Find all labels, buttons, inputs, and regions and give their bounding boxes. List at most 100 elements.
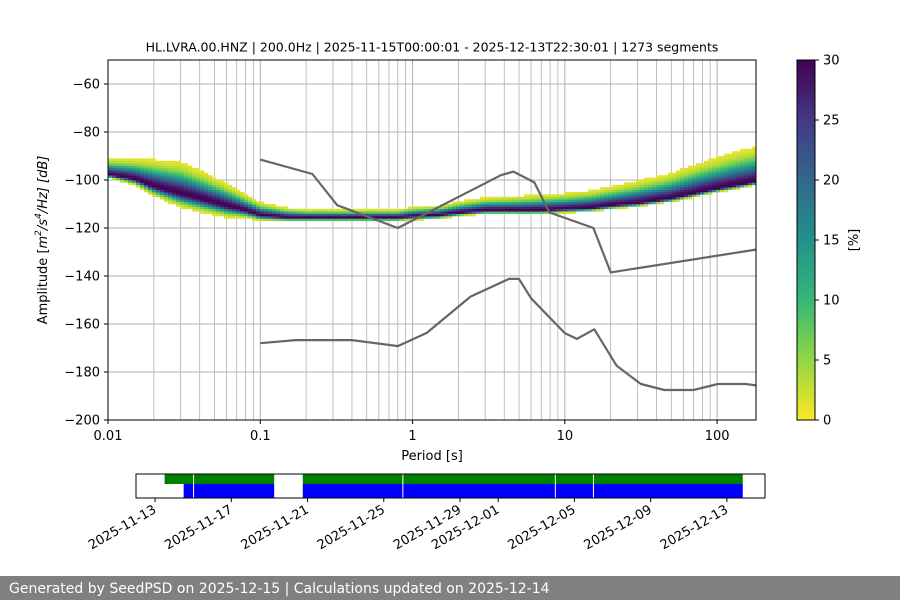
- density-cell: [172, 170, 177, 174]
- density-cell: [596, 192, 601, 195]
- density-cell: [740, 177, 745, 181]
- density-cell: [204, 180, 209, 183]
- density-cell: [488, 208, 493, 212]
- density-cell: [696, 194, 701, 198]
- density-cell: [536, 196, 541, 200]
- density-cell: [688, 168, 693, 171]
- density-cell: [228, 196, 233, 200]
- density-cell: [248, 206, 253, 210]
- density-cell: [368, 208, 373, 212]
- colorbar-tick-label: 25: [823, 114, 840, 129]
- density-cell: [744, 163, 749, 166]
- density-cell: [680, 180, 685, 183]
- density-cell: [228, 184, 233, 188]
- density-cell: [184, 184, 189, 188]
- density-cell: [200, 182, 205, 186]
- density-cell: [180, 170, 185, 174]
- density-cell: [228, 204, 233, 207]
- density-cell: [432, 213, 437, 217]
- density-cell: [312, 216, 317, 219]
- density-cell: [520, 201, 525, 205]
- density-cell: [644, 201, 649, 205]
- density-cell: [752, 168, 756, 171]
- density-cell: [176, 168, 181, 171]
- density-cell: [480, 206, 485, 210]
- density-cell: [552, 204, 557, 207]
- density-cell: [128, 172, 133, 176]
- density-cell: [112, 175, 117, 178]
- density-cell: [180, 184, 185, 188]
- density-cell: [632, 189, 637, 193]
- density-cell: [516, 208, 521, 212]
- density-cell: [696, 175, 701, 178]
- density-cell: [748, 180, 753, 183]
- density-cell: [744, 151, 749, 154]
- density-cell: [740, 170, 745, 174]
- density-cell: [172, 160, 177, 164]
- density-cell: [584, 196, 589, 200]
- density-cell: [284, 206, 289, 210]
- density-cell: [288, 218, 293, 222]
- density-cell: [208, 206, 213, 210]
- density-cell: [624, 199, 629, 202]
- density-cell: [168, 170, 173, 174]
- density-cell: [124, 180, 129, 183]
- density-cell: [708, 160, 713, 164]
- density-cell: [492, 201, 497, 205]
- density-cell: [156, 170, 161, 174]
- density-cell: [716, 175, 721, 178]
- density-cell: [612, 204, 617, 207]
- density-cell: [556, 201, 561, 205]
- density-cell: [640, 201, 645, 205]
- density-cell: [640, 184, 645, 188]
- density-cell: [276, 208, 281, 212]
- density-cell: [156, 184, 161, 188]
- density-cell: [748, 177, 753, 181]
- density-cell: [148, 158, 153, 162]
- density-cell: [468, 199, 473, 202]
- density-cell: [736, 172, 741, 176]
- density-cell: [724, 189, 729, 193]
- density-cell: [696, 192, 701, 195]
- density-cell: [164, 184, 169, 188]
- density-cell: [264, 204, 269, 207]
- density-cell: [208, 177, 213, 181]
- density-cell: [252, 211, 257, 214]
- density-cell: [308, 216, 313, 219]
- density-cell: [732, 172, 737, 176]
- density-cell: [176, 177, 181, 181]
- density-cell: [720, 168, 725, 171]
- density-cell: [324, 216, 329, 219]
- density-cell: [464, 208, 469, 212]
- density-cell: [200, 184, 205, 188]
- density-cell: [588, 206, 593, 210]
- density-cell: [720, 158, 725, 162]
- density-cell: [408, 206, 413, 210]
- density-cell: [396, 211, 401, 214]
- availability-border: [135, 473, 766, 499]
- density-cell: [292, 218, 297, 222]
- density-cell: [588, 204, 593, 207]
- density-cell: [552, 199, 557, 202]
- density-cell: [456, 213, 461, 217]
- density-cell: [240, 201, 245, 205]
- density-cell: [280, 216, 285, 219]
- y-tick-label: −80: [73, 126, 100, 141]
- density-cell: [296, 211, 301, 214]
- density-cell: [600, 187, 605, 190]
- density-cell: [716, 184, 721, 188]
- density-cell: [296, 216, 301, 219]
- density-cell: [612, 184, 617, 188]
- density-cell: [540, 206, 545, 210]
- density-cell: [600, 201, 605, 205]
- density-cell: [564, 194, 569, 198]
- density-cell: [740, 163, 745, 166]
- density-cell: [120, 158, 125, 162]
- density-cell: [192, 194, 197, 198]
- density-cell: [224, 206, 229, 210]
- density-cell: [648, 194, 653, 198]
- density-cell: [184, 175, 189, 178]
- density-cell: [184, 196, 189, 200]
- density-cell: [624, 187, 629, 190]
- density-cell: [140, 170, 145, 174]
